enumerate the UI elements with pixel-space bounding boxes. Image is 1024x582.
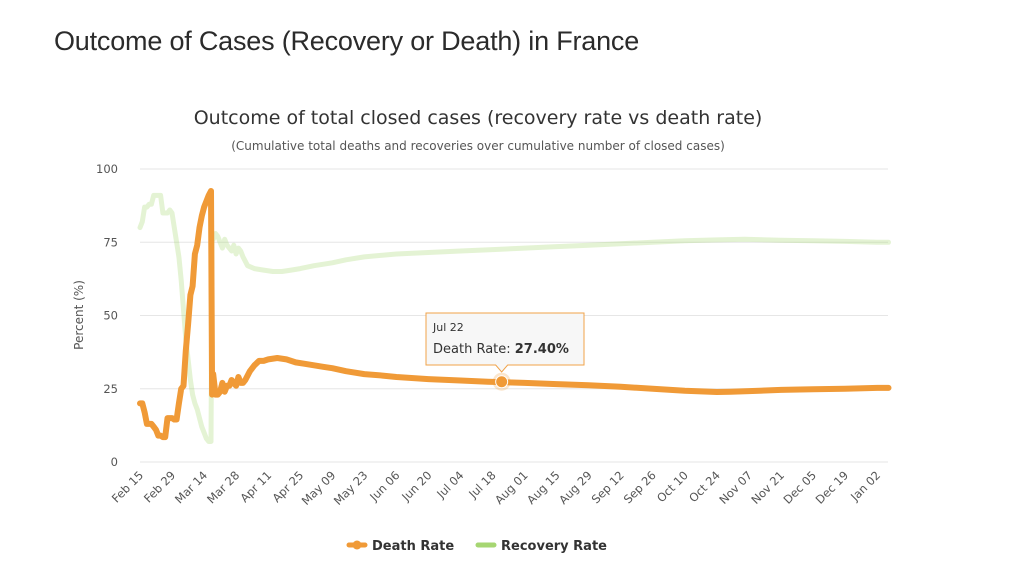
x-tick-label: Jun 20: [398, 468, 434, 504]
x-tick-label: Aug 29: [556, 468, 595, 507]
tooltip-date: Jul 22: [432, 321, 464, 334]
x-tick-label: Sep 12: [589, 468, 627, 506]
x-tick-label: Jun 06: [366, 468, 402, 504]
tooltip-value: 27.40%: [515, 342, 569, 357]
legend-item-recovery-rate[interactable]: Recovery Rate: [475, 539, 607, 554]
x-tick-label: Nov 07: [716, 468, 755, 507]
hover-point[interactable]: [495, 375, 509, 389]
legend-item-death-rate[interactable]: Death Rate: [346, 539, 454, 554]
legend-label: Death Rate: [372, 539, 454, 554]
y-axis-ticks: 0 25 50 75 100: [96, 162, 118, 469]
x-tick-label: Oct 10: [654, 468, 691, 505]
x-tick-label: Sep 26: [621, 468, 659, 506]
chart-subtitle: (Cumulative total deaths and recoveries …: [231, 139, 725, 153]
x-tick-label: Aug 01: [492, 468, 531, 507]
tooltip-box: [425, 312, 585, 373]
x-tick-label: Dec 19: [813, 468, 852, 507]
x-tick-label: Feb 15: [109, 468, 146, 505]
x-tick-label: Mar 28: [204, 468, 242, 506]
tooltip-value-line: Death Rate: 27.40%: [433, 342, 569, 357]
x-tick-label: May 09: [299, 468, 339, 508]
y-tick-label: 75: [103, 235, 118, 249]
y-tick-label: 100: [96, 162, 118, 176]
y-tick-label: 0: [111, 455, 118, 469]
x-tick-label: Nov 21: [748, 468, 787, 507]
legend-label: Recovery Rate: [501, 539, 607, 554]
y-axis-title: Percent (%): [72, 280, 86, 350]
y-tick-label: 50: [103, 309, 118, 323]
tooltip-series-label: Death Rate:: [433, 342, 515, 357]
legend-marker: [352, 540, 362, 550]
page-title: Outcome of Cases (Recovery or Death) in …: [54, 26, 640, 56]
x-tick-label: Jul 04: [433, 468, 466, 501]
x-tick-label: May 23: [331, 468, 371, 508]
x-tick-label: Feb 29: [141, 468, 178, 505]
x-tick-label: Apr 11: [237, 468, 274, 505]
series-line-death-rate[interactable]: [137, 188, 892, 441]
x-tick-label: Aug 15: [524, 468, 563, 507]
x-tick-label: Oct 24: [686, 468, 723, 505]
y-tick-label: 25: [103, 382, 118, 396]
series-line-recovery-rate[interactable]: [137, 192, 891, 444]
legend: Death Rate Recovery Rate: [346, 539, 607, 554]
tooltip: Jul 22 Death Rate: 27.40%: [425, 312, 585, 391]
series-group: [137, 188, 892, 444]
x-tick-label: Jan 02: [847, 468, 883, 504]
x-tick-label: Mar 14: [172, 468, 210, 506]
x-tick-label: Dec 05: [781, 468, 820, 507]
chart-title: Outcome of total closed cases (recovery …: [194, 107, 763, 129]
